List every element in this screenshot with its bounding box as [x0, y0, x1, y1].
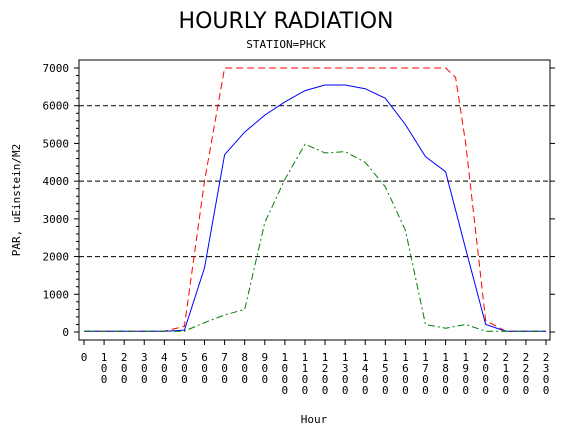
- y-axis-label: PAR, uEinstein/M2: [10, 144, 23, 257]
- y-tick-label: 4000: [43, 175, 70, 188]
- plot-frame: [78, 59, 551, 341]
- y-tick-label: 2000: [43, 251, 70, 264]
- y-tick-label: 5000: [43, 137, 70, 150]
- y-tick-label: 6000: [43, 100, 70, 113]
- chart-subtitle: STATION=PHCK: [246, 38, 326, 51]
- series-line-2: [84, 84, 546, 332]
- y-tick-label: 1000: [43, 288, 70, 301]
- chart-title: HOURLY RADIATION: [179, 9, 394, 34]
- x-tick-label: 0: [81, 351, 88, 364]
- series-layer: [84, 67, 546, 332]
- y-tick-label: 7000: [43, 62, 70, 75]
- y-axis: 0 1000 2000 3000 4000 5000 6000 7000: [43, 62, 555, 339]
- series-line-3: [84, 143, 546, 332]
- x-axis: 0 1 0 0 2 0 0 3 0 0 4 0 0 5 0 0 6 0 0 7 0 0 8 0 0 9 0 0 1 0 0 0 1 1 0 0 1 2 0 0…: [81, 340, 550, 397]
- reference-lines: [79, 105, 550, 258]
- x-axis-label: Hour: [301, 413, 328, 426]
- y-tick-label: 0: [62, 326, 69, 339]
- y-tick-label: 3000: [43, 213, 70, 226]
